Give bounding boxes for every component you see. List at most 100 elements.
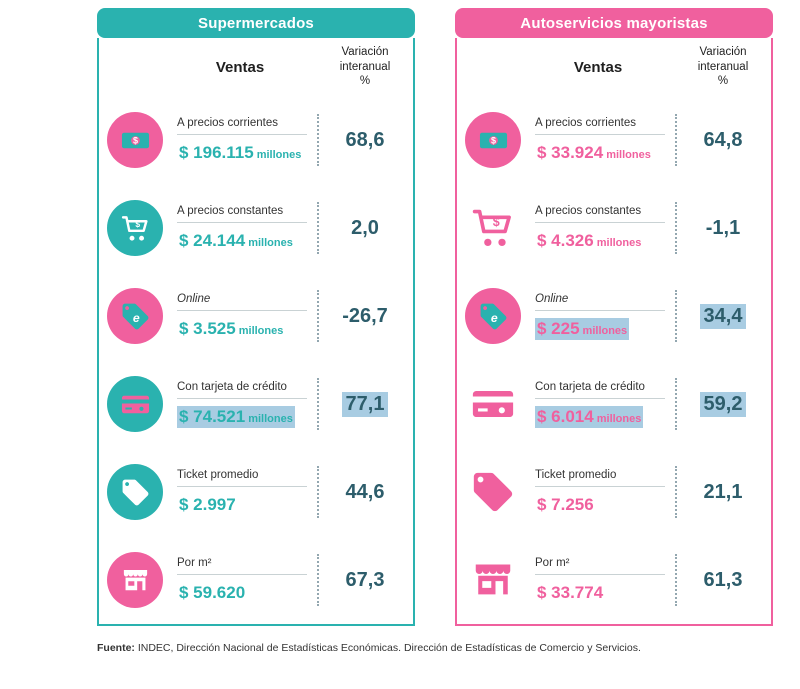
- variacion-header: Variación interanual %: [697, 45, 749, 88]
- price-tag-icon: [465, 464, 521, 520]
- metric-value: $ 225 millones: [535, 317, 630, 340]
- metric-row: Por m² $ 33.774 61,3: [463, 536, 765, 624]
- metric-variation: 59,2: [699, 391, 747, 417]
- credit-card-icon: [465, 376, 521, 432]
- metric-value: $ 59.620: [179, 582, 246, 602]
- panel-body: Ventas Variación interanual % A precios …: [455, 38, 773, 626]
- dotted-divider: [317, 290, 319, 342]
- metric-value: $ 74.521 millones: [177, 405, 295, 428]
- source-note: Fuente: INDEC, Dirección Nacional de Est…: [97, 642, 800, 654]
- metric-label: A precios corrientes: [535, 117, 665, 135]
- metric-value: $ 7.256: [537, 494, 594, 514]
- price-tag-icon: [107, 464, 163, 520]
- ventas-header: Ventas: [215, 58, 265, 76]
- metric-row: A precios constantes $ 4.326 millones -1,…: [463, 184, 765, 272]
- metric-label: Online: [535, 293, 665, 311]
- metric-variation: 61,3: [703, 568, 743, 591]
- metric-text: Ticket promedio $ 2.997: [169, 469, 311, 516]
- column-headers: Ventas Variación interanual %: [463, 38, 765, 96]
- metric-row: Ticket promedio $ 7.256 21,1: [463, 448, 765, 536]
- dotted-divider: [675, 554, 677, 606]
- panel-title: Autoservicios mayoristas: [455, 8, 773, 38]
- column-headers: Ventas Variación interanual %: [105, 38, 407, 96]
- metric-variation: 77,1: [341, 391, 389, 417]
- metric-row: A precios constantes $ 24.144 millones 2,…: [105, 184, 407, 272]
- metric-variation: 2,0: [351, 216, 379, 239]
- metric-value: $ 24.144 millones: [179, 230, 293, 250]
- credit-card-icon: [107, 376, 163, 432]
- metric-value: $ 196.115 millones: [179, 142, 302, 162]
- dotted-divider: [675, 290, 677, 342]
- metric-text: Online $ 3.525 millones: [169, 293, 311, 340]
- cart-icon: [465, 200, 521, 256]
- metric-text: Ticket promedio $ 7.256: [527, 469, 669, 516]
- online-tag-icon: [107, 288, 163, 344]
- metric-label: Por m²: [535, 557, 665, 575]
- dotted-divider: [675, 202, 677, 254]
- metric-row: Por m² $ 59.620 67,3: [105, 536, 407, 624]
- metric-text: Por m² $ 59.620: [169, 557, 311, 604]
- metric-label: A precios corrientes: [177, 117, 307, 135]
- metric-variation: -1,1: [705, 216, 741, 239]
- dotted-divider: [317, 378, 319, 430]
- dotted-divider: [317, 466, 319, 518]
- metric-variation: 21,1: [703, 480, 743, 503]
- metric-label: A precios constantes: [177, 205, 307, 223]
- store-icon: [465, 552, 521, 608]
- dotted-divider: [317, 114, 319, 166]
- metric-value: $ 3.525 millones: [179, 318, 284, 338]
- infographic: Supermercados Ventas Variación interanua…: [97, 8, 773, 626]
- variacion-header: Variación interanual %: [339, 45, 391, 88]
- metric-text: Por m² $ 33.774: [527, 557, 669, 604]
- metric-value: $ 2.997: [179, 494, 236, 514]
- metric-row: Con tarjeta de crédito $ 74.521 millones …: [105, 360, 407, 448]
- metric-label: Por m²: [177, 557, 307, 575]
- panel-body: Ventas Variación interanual % A precios …: [97, 38, 415, 626]
- metric-variation: 68,6: [345, 128, 385, 151]
- panel-autoservicios-mayoristas: Autoservicios mayoristas Ventas Variació…: [455, 8, 773, 626]
- cart-icon: [107, 200, 163, 256]
- metric-text: Con tarjeta de crédito $ 74.521 millones: [169, 381, 311, 428]
- metric-row: A precios corrientes $ 33.924 millones 64…: [463, 96, 765, 184]
- metric-text: A precios constantes $ 24.144 millones: [169, 205, 311, 252]
- metric-row: Online $ 225 millones 34,4: [463, 272, 765, 360]
- source-label: Fuente:: [97, 642, 135, 654]
- metric-value: $ 4.326 millones: [537, 230, 642, 250]
- dotted-divider: [675, 378, 677, 430]
- metric-value: $ 33.774: [537, 582, 604, 602]
- metric-row: A precios corrientes $ 196.115 millones 6…: [105, 96, 407, 184]
- metric-label: Ticket promedio: [177, 469, 307, 487]
- money-icon: [107, 112, 163, 168]
- panel-supermercados: Supermercados Ventas Variación interanua…: [97, 8, 415, 626]
- metric-text: Con tarjeta de crédito $ 6.014 millones: [527, 381, 669, 428]
- metric-variation: 67,3: [345, 568, 385, 591]
- metric-text: Online $ 225 millones: [527, 293, 669, 340]
- metric-text: A precios constantes $ 4.326 millones: [527, 205, 669, 252]
- metric-variation: -26,7: [342, 304, 388, 327]
- source-text: INDEC, Dirección Nacional de Estadística…: [137, 642, 641, 654]
- panel-title: Supermercados: [97, 8, 415, 38]
- metric-text: A precios corrientes $ 33.924 millones: [527, 117, 669, 164]
- dotted-divider: [675, 114, 677, 166]
- metric-text: A precios corrientes $ 196.115 millones: [169, 117, 311, 164]
- dotted-divider: [317, 202, 319, 254]
- metric-label: Con tarjeta de crédito: [177, 381, 307, 399]
- metric-value: $ 6.014 millones: [535, 405, 644, 428]
- dotted-divider: [675, 466, 677, 518]
- online-tag-icon: [465, 288, 521, 344]
- metric-label: Online: [177, 293, 307, 311]
- metric-row: Con tarjeta de crédito $ 6.014 millones 5…: [463, 360, 765, 448]
- ventas-header: Ventas: [573, 58, 623, 76]
- metric-label: A precios constantes: [535, 205, 665, 223]
- metric-variation: 34,4: [699, 303, 747, 329]
- metric-value: $ 33.924 millones: [537, 142, 651, 162]
- metric-row: Online $ 3.525 millones -26,7: [105, 272, 407, 360]
- metric-variation: 44,6: [345, 480, 385, 503]
- metric-row: Ticket promedio $ 2.997 44,6: [105, 448, 407, 536]
- metric-label: Ticket promedio: [535, 469, 665, 487]
- dotted-divider: [317, 554, 319, 606]
- metric-variation: 64,8: [703, 128, 743, 151]
- store-icon: [107, 552, 163, 608]
- money-icon: [465, 112, 521, 168]
- metric-label: Con tarjeta de crédito: [535, 381, 665, 399]
